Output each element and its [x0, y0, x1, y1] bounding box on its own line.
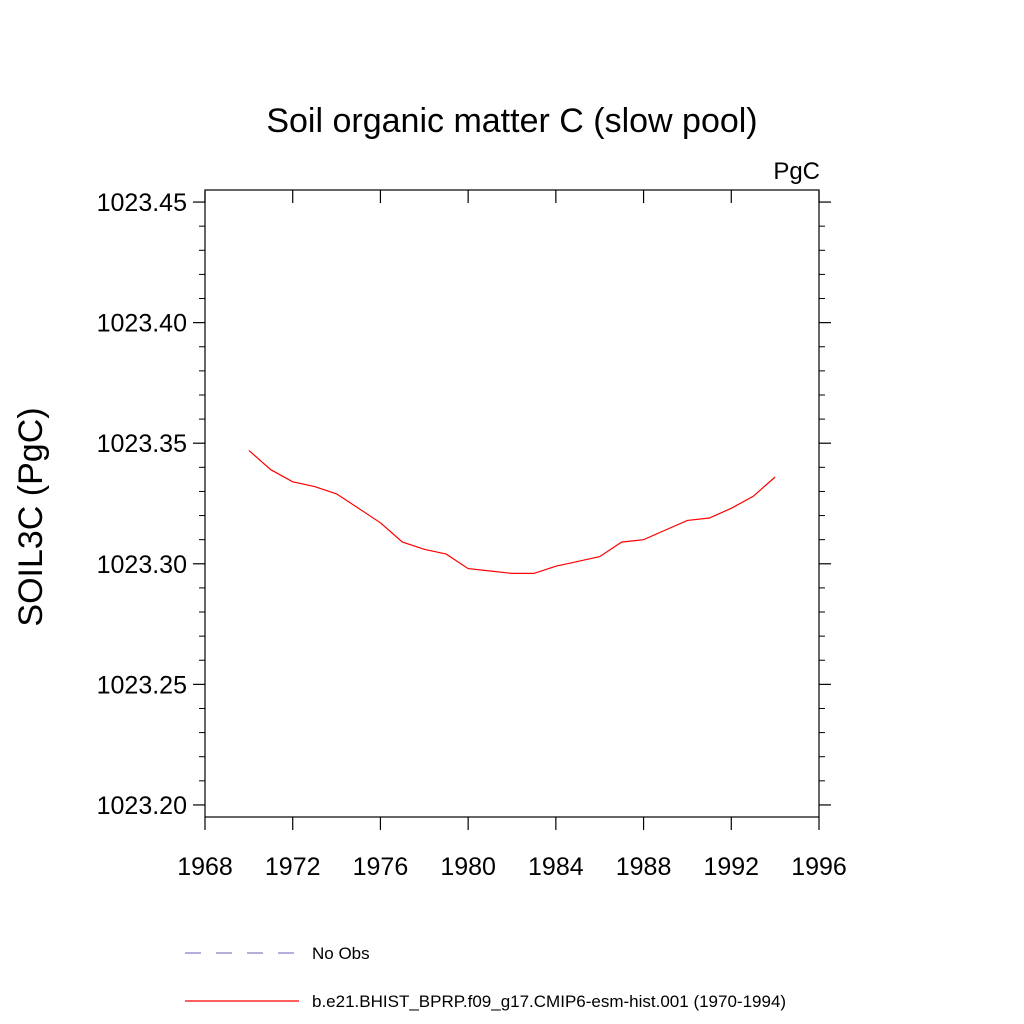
- series-line: [248, 449, 776, 575]
- chart-title: Soil organic matter C (slow pool): [266, 102, 757, 140]
- y-tick-label: 1023.20: [97, 792, 187, 820]
- y-tick-label: 1023.40: [97, 310, 187, 338]
- x-tick-label: 1976: [353, 853, 409, 881]
- y-axis-label: SOIL3C (PgC): [12, 407, 50, 626]
- legend: No Obs b.e21.BHIST_BPRP.f09_g17.CMIP6-esm…: [185, 944, 786, 1011]
- y-tick-label: 1023.45: [97, 189, 187, 217]
- series-layer: [248, 449, 776, 575]
- units-label: PgC: [773, 158, 820, 185]
- x-tick-label: 1988: [616, 853, 672, 881]
- y-tick-label: 1023.30: [97, 551, 187, 579]
- x-tick-label: 1996: [791, 853, 847, 881]
- x-tick-label: 1972: [265, 853, 321, 881]
- x-tick-label: 1992: [703, 853, 759, 881]
- x-tick-label: 1968: [177, 853, 233, 881]
- y-axis-ticks: 1023.20 1023.25 1023.30 1023.35 1023.40 1023.…: [97, 189, 831, 820]
- x-axis-ticks: 1968 1972 1976 1980 1984 1988 1992 1996: [177, 190, 847, 881]
- y-tick-label: 1023.35: [97, 430, 187, 458]
- y-tick-label: 1023.25: [97, 671, 187, 699]
- legend-label: No Obs: [312, 944, 370, 963]
- legend-label: b.e21.BHIST_BPRP.f09_g17.CMIP6-esm-hist.…: [312, 992, 786, 1011]
- x-tick-label: 1984: [528, 853, 584, 881]
- x-tick-label: 1980: [440, 853, 496, 881]
- plot-frame: [204, 189, 820, 818]
